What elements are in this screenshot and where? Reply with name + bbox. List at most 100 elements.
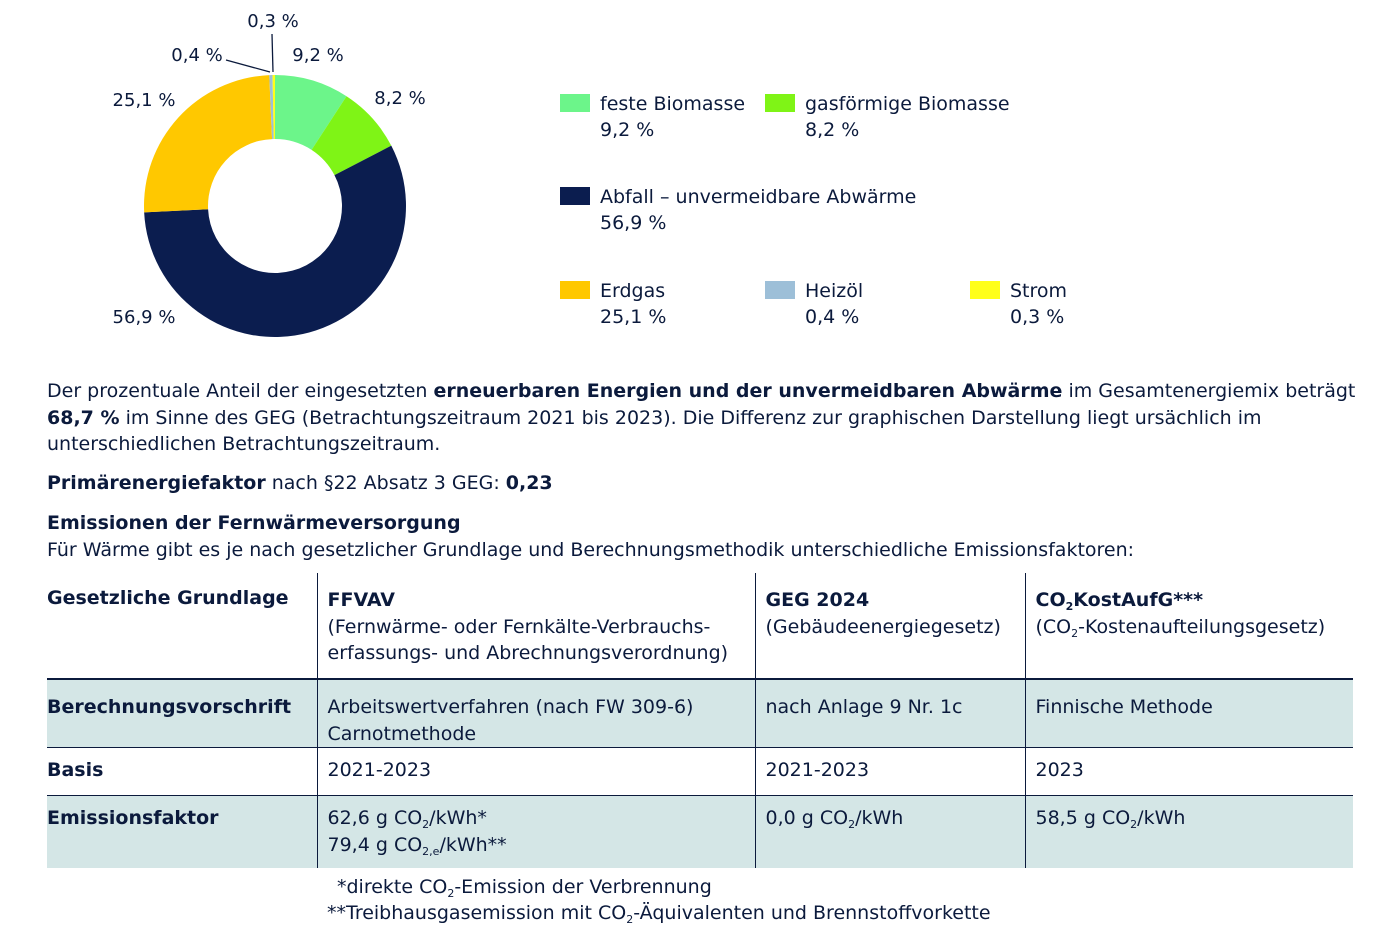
header-cell-legal-basis: Gesetzliche Grundlage (47, 573, 317, 680)
subscript: 2 (447, 887, 455, 900)
legend-swatch (765, 281, 795, 299)
text: /kWh (1137, 807, 1186, 829)
renewable-share-paragraph: Der prozentuale Anteil der eingesetzten … (47, 378, 1367, 458)
text: 62,6 g CO (327, 807, 423, 829)
subscript: 2 (848, 818, 856, 831)
table-cell: 2021-2023 (316, 747, 755, 796)
table-cell: 58,5 g CO2/kWh (1024, 795, 1353, 868)
text: KostAufG*** (1073, 589, 1203, 611)
text: 62,6 g CO2/kWh* (327, 807, 487, 831)
primary-energy-factor: Primärenergiefaktor nach §22 Absatz 3 GE… (47, 470, 1367, 497)
subscript: 2 (1065, 600, 1074, 613)
donut-slice-5 (272, 75, 275, 140)
header-cell-geg: GEG 2024 (Gebäudeenergiegesetz) (754, 573, 1025, 680)
legend-name: Erdgas (600, 280, 666, 302)
legend-name: Strom (1010, 280, 1068, 302)
text: 58,5 g CO (1035, 807, 1131, 829)
slice-label-abfall: 56,9 % (113, 307, 176, 328)
text: 79,4 g CO (327, 833, 423, 856)
table-cell: nach Anlage 9 Nr. 1c (754, 679, 1025, 748)
text: -Emission der Verbrennung (454, 876, 712, 898)
legend-value: 0,4 % (805, 306, 860, 328)
legend-value: 25,1 % (600, 306, 667, 328)
table-cell: Finnische Methode (1024, 679, 1353, 748)
row-label: Basis (47, 747, 317, 796)
text: Arbeitswertverfahren (nach FW 309-6) (327, 696, 694, 718)
donut-slice-1 (311, 96, 392, 176)
header-subtitle: (Fernwärme- oder Fernkälte-Verbrauchs-er… (327, 615, 729, 665)
table-header-row: Gesetzliche Grundlage FFVAV (Fernwärme- … (47, 573, 1353, 680)
text: Der prozentuale Anteil der eingesetzten (47, 380, 434, 402)
header-title: FFVAV (327, 589, 396, 611)
legend-swatch (560, 187, 590, 205)
slice-label-erdgas: 25,1 % (113, 90, 176, 111)
legend-value: 0,3 % (1010, 306, 1065, 328)
table-row: Basis 2021-2023 2021-2023 2023 (47, 747, 1353, 796)
slice-label-feste-biomasse: 9,2 % (292, 45, 343, 66)
header-cell-co2kostaufg: CO2KostAufG*** (CO2-Kostenaufteilungsges… (1024, 573, 1353, 680)
text: 79,4 g CO2,e/kWh** (327, 833, 507, 858)
donut-slice-2 (144, 145, 406, 337)
emissions-section: Emissionen der Fernwärmeversorgung Für W… (47, 510, 1367, 563)
text: Carnotmethode (327, 722, 477, 745)
donut-chart: 0,3 % 0,4 % 9,2 % 8,2 % 25,1 % 56,9 % (113, 11, 426, 337)
subscript: 2 (422, 818, 430, 831)
table-cell: 62,6 g CO2/kWh* 79,4 g CO2,e/kWh** (316, 795, 755, 868)
legend-name: gasförmige Biomasse (805, 93, 1010, 115)
header-subtitle: (CO2-Kostenaufteilungsgesetz) (1035, 615, 1326, 640)
subscript: 2 (626, 913, 634, 926)
text: (CO (1035, 615, 1072, 638)
text: /kWh* (429, 807, 487, 829)
donut-slice-0 (275, 75, 347, 150)
text-bold: Primärenergiefaktor (47, 472, 266, 494)
text: CO (1035, 589, 1066, 611)
footnote-direct-emission: *direkte CO2-Emission der Verbrennung (337, 874, 712, 900)
table-cell: 2021-2023 (754, 747, 1025, 796)
legend-swatch (970, 281, 1000, 299)
text: -Äquivalenten und Brennstoffvorkette (633, 902, 991, 924)
primary-energy-factor-value: 0,23 (505, 472, 553, 494)
table-cell: 2023 (1024, 747, 1353, 796)
legend-value: 56,9 % (600, 212, 667, 234)
table-row: Emissionsfaktor 62,6 g CO2/kWh* 79,4 g C… (47, 795, 1353, 868)
legend-name: feste Biomasse (600, 93, 746, 115)
table-row: Berechnungsvorschrift Arbeitswertverfahr… (47, 679, 1353, 748)
legend-swatch (765, 94, 795, 112)
header-title: GEG 2024 (765, 589, 870, 611)
slice-label-gasfoermige-biomasse: 8,2 % (374, 88, 425, 109)
text: 0,0 g CO (765, 807, 849, 829)
legend-swatch (560, 94, 590, 112)
header-title: CO2KostAufG*** (1035, 589, 1204, 613)
header-subtitle: (Gebäudeenergiegesetz) (765, 615, 1001, 638)
section-text: Für Wärme gibt es je nach gesetzlicher G… (47, 538, 1135, 561)
text-bold: erneuerbaren Energien und der unvermeidb… (433, 380, 1063, 402)
legend-name: Heizöl (805, 280, 864, 302)
donut-slice-4 (269, 75, 274, 140)
emission-factors-table: Gesetzliche Grundlage FFVAV (Fernwärme- … (47, 573, 1353, 868)
text: nach §22 Absatz 3 GEG: (265, 472, 506, 494)
subscript: 2 (1130, 818, 1138, 831)
text: im Gesamtenergiemix beträgt (1062, 380, 1356, 402)
subscript: 2 (1071, 626, 1079, 640)
text: /kWh (855, 807, 904, 829)
footnote-ghg-emission: **Treibhausgasemission mit CO2-Äquivalen… (327, 900, 991, 926)
subscript: 2,e (422, 844, 440, 858)
slice-label-heizoel: 0,4 % (171, 45, 222, 66)
row-label: Emissionsfaktor (47, 795, 317, 868)
legend-name: Abfall – unvermeidbare Abwärme (600, 186, 917, 208)
text: **Treibhausgasemission mit CO (327, 902, 627, 924)
leader-line-heizoel (225, 59, 271, 73)
text: /kWh** (439, 833, 507, 856)
legend-value: 8,2 % (805, 119, 860, 141)
legend-swatch (560, 281, 590, 299)
text: -Kostenaufteilungsgesetz) (1078, 615, 1326, 638)
text: *direkte CO (337, 876, 448, 898)
slice-label-strom: 0,3 % (247, 11, 298, 32)
table-cell: 0,0 g CO2/kWh (754, 795, 1025, 868)
legend-value: 9,2 % (600, 119, 655, 141)
leader-line-strom (271, 33, 274, 73)
row-label: Berechnungsvorschrift (47, 679, 317, 748)
text: im Sinne des GEG (Betrachtungszeitraum 2… (47, 406, 1262, 456)
header-cell-ffvav: FFVAV (Fernwärme- oder Fernkälte-Verbrau… (316, 573, 755, 680)
section-heading: Emissionen der Fernwärmeversorgung (47, 512, 461, 534)
